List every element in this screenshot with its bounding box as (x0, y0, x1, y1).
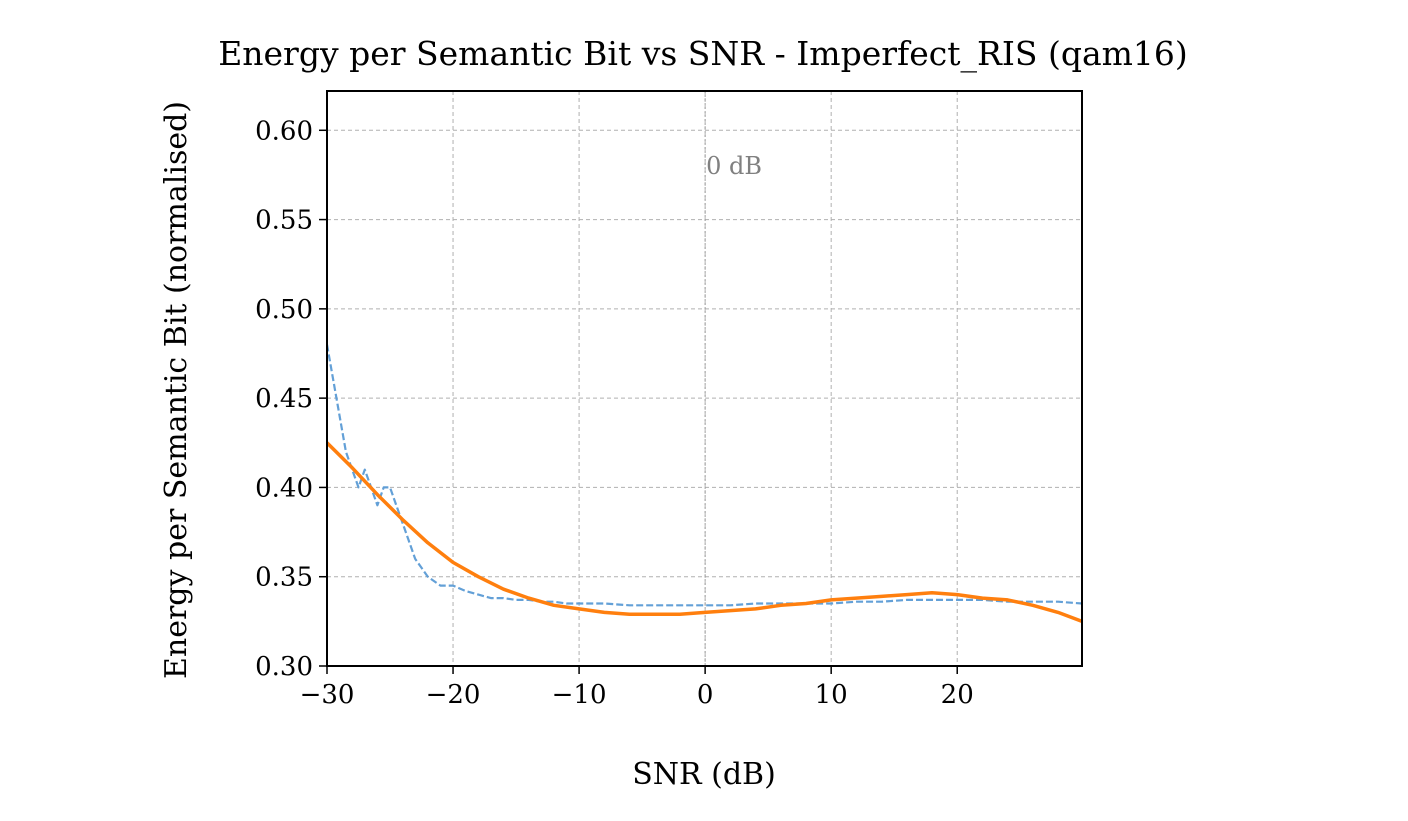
x-axis: −30 −20 −10 0 10 20 (300, 666, 974, 710)
x-tick-label: 0 (697, 680, 714, 710)
y-tick-label: 0.35 (255, 563, 313, 593)
plot-series (327, 344, 1082, 624)
y-tick-label: 0.40 (255, 473, 313, 503)
y-tick-label: 0.45 (255, 384, 313, 414)
series-line (327, 441, 1082, 624)
y-tick-label: 0.50 (255, 295, 313, 325)
annotation-label: 0 dB (706, 152, 762, 180)
y-tick-label: 0.60 (255, 116, 313, 146)
y-axis: 0.30 0.35 0.40 0.45 0.50 0.55 0.60 (255, 116, 327, 682)
x-tick-label: 10 (815, 680, 848, 710)
x-axis-title: SNR (dB) (632, 757, 776, 792)
grid (326, 91, 1082, 667)
series-1 (327, 441, 1082, 624)
y-axis-title: Energy per Semantic Bit (normalised) (159, 101, 194, 679)
x-tick-label: −10 (552, 680, 607, 710)
x-tick-label: 20 (941, 680, 974, 710)
series-0 (327, 344, 1082, 607)
y-tick-label: 0.30 (255, 652, 313, 682)
x-tick-label: −30 (300, 680, 355, 710)
plot-frame (326, 90, 1083, 667)
y-tick-label: 0.55 (255, 206, 313, 236)
series-line (327, 344, 1082, 607)
x-tick-label: −20 (426, 680, 481, 710)
chart-title: Energy per Semantic Bit vs SNR - Imperfe… (218, 34, 1188, 74)
annotation-text-layer: 0 dB (706, 152, 762, 180)
